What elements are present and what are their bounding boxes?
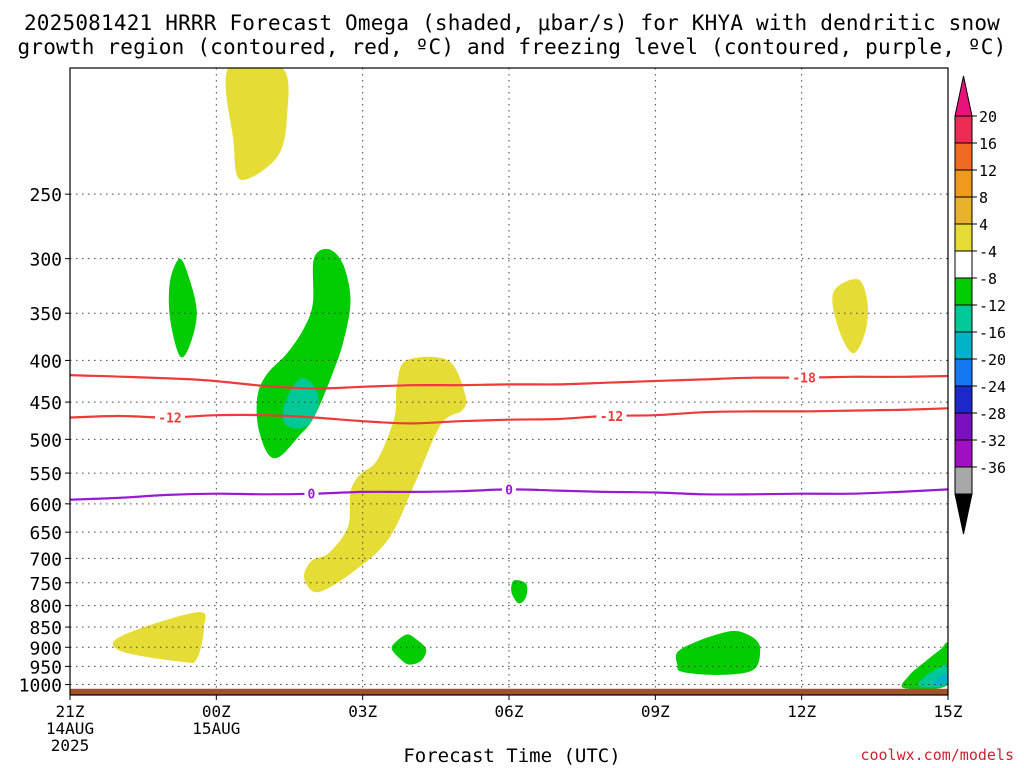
- colorbar-label-1: 16: [979, 135, 997, 153]
- x-tick-label-9: 06Z: [495, 702, 524, 721]
- colorbar-box-7: [954, 304, 973, 333]
- freezing-level-contour-0-label-bg-0: [304, 486, 319, 501]
- y-tick-label-350: 350: [29, 304, 62, 325]
- x-axis-label: Forecast Time (UTC): [403, 745, 621, 767]
- ground-bar: [70, 688, 948, 695]
- colorbar-label-11: -28: [979, 405, 1006, 423]
- colorbar-box-6: [954, 277, 973, 306]
- y-tick-label-550: 550: [29, 464, 62, 485]
- freezing-level-contour-0-label-1: 0: [505, 483, 513, 498]
- credit-link[interactable]: coolwx.com/models: [860, 746, 1014, 764]
- plot-area: -18 -12 -12 0 0: [70, 68, 948, 695]
- x-tick-label-18: 15Z: [934, 702, 963, 721]
- y-tick-label-600: 600: [29, 495, 62, 516]
- colorbar-top-arrow: [954, 75, 973, 117]
- colorbar-label-10: -24: [979, 378, 1006, 396]
- colorbar-label-4: 4: [979, 216, 988, 234]
- colorbar-box-1: [954, 142, 973, 171]
- colorbar-box-8: [954, 331, 973, 360]
- colorbar-box-13: [954, 466, 973, 495]
- y-tick-label-300: 300: [29, 250, 62, 271]
- freezing-level-contour-0-label-bg-1: [502, 482, 516, 497]
- y-tick-label-900: 900: [29, 638, 62, 659]
- omega-region-8: [675, 630, 761, 675]
- omega-region-6: [511, 579, 528, 604]
- colorbar-label-5: -4: [979, 243, 997, 261]
- colorbar-label-7: -12: [979, 297, 1006, 315]
- omega-region-3: [112, 612, 206, 664]
- x-tick-label-6: 03Z: [348, 702, 377, 721]
- omega-region-7: [391, 634, 427, 665]
- y-tick-label-650: 650: [29, 523, 62, 544]
- y-tick-label-850: 850: [29, 618, 62, 639]
- x-tick-label-0: 21Z 14AUG 2025: [46, 702, 94, 755]
- dendritic-contour-minus18-label-0: -18: [792, 372, 816, 387]
- y-tick-label-400: 400: [29, 351, 62, 372]
- dendritic-contour-minus12: [70, 407, 948, 425]
- colorbar-label-9: -20: [979, 351, 1006, 369]
- colorbar-label-3: 8: [979, 189, 988, 207]
- colorbar-box-11: [954, 412, 973, 441]
- y-tick-label-500: 500: [29, 430, 62, 451]
- colorbar-label-8: -16: [979, 324, 1006, 342]
- colorbar-box-9: [954, 358, 973, 387]
- chart-title-line-2: growth region (contoured, red, ºC) and f…: [17, 35, 1007, 59]
- colorbar-box-3: [954, 196, 973, 225]
- omega-region-0: [225, 68, 289, 180]
- x-tick-label-15: 12Z: [787, 702, 816, 721]
- colorbar-box-5: [954, 250, 973, 279]
- dendritic-contour-minus12-b-label-bg-0: [596, 408, 627, 423]
- dendritic-contour-minus12-label-bg-0: [154, 410, 185, 425]
- chart-title-line-1: 2025081421 HRRR Forecast Omega (shaded, …: [23, 11, 1001, 35]
- colorbar-label-2: 12: [979, 162, 997, 180]
- colorbar-label-13: -36: [979, 459, 1006, 477]
- omega-region-1: [832, 279, 868, 354]
- omega-region-5: [256, 248, 351, 459]
- x-tick-label-3: 00Z 15AUG: [192, 702, 240, 738]
- dendritic-contour-minus18-label-bg-0: [789, 370, 820, 385]
- dendritic-contour-minus12-b-label-0: -12: [600, 410, 623, 425]
- y-tick-label-950: 950: [29, 657, 62, 678]
- y-tick-label-250: 250: [29, 185, 62, 206]
- colorbar-label-12: -32: [979, 432, 1006, 450]
- dendritic-contour-minus12-label-0: -12: [158, 411, 181, 426]
- colorbar: 20 16 12 8 4 -4 -8 -12 -16 -20 -24 -28 -32 -36: [954, 75, 1006, 535]
- colorbar-box-12: [954, 439, 973, 468]
- y-tick-label-800: 800: [29, 597, 62, 618]
- y-tick-label-1000: 1000: [19, 676, 62, 697]
- x-tick-label-12: 09Z: [641, 702, 670, 721]
- omega-region-2: [303, 356, 467, 593]
- y-tick-label-750: 750: [29, 574, 62, 595]
- colorbar-box-2: [954, 169, 973, 198]
- colorbar-box-4: [954, 223, 973, 252]
- colorbar-bottom-arrow: [954, 493, 973, 535]
- omega-region-4: [168, 258, 197, 358]
- omega-region-12: [933, 673, 948, 686]
- colorbar-label-6: -8: [979, 270, 997, 288]
- colorbar-box-0: [954, 115, 973, 144]
- colorbar-label-0: 20: [979, 108, 997, 126]
- y-tick-label-700: 700: [29, 549, 62, 570]
- freezing-level-contour-0-label-0: 0: [308, 488, 316, 503]
- colorbar-box-10: [954, 385, 973, 414]
- y-tick-label-450: 450: [29, 393, 62, 414]
